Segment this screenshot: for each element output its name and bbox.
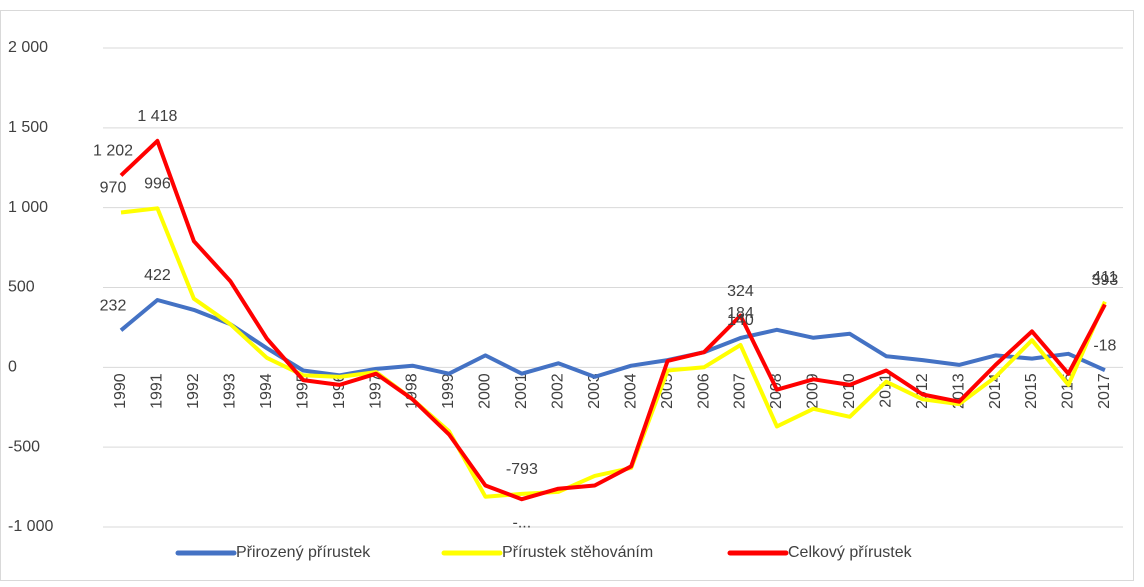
y-tick-label: -1 000 xyxy=(8,518,53,535)
x-tick-label: 2006 xyxy=(695,373,712,409)
x-tick-label: 1994 xyxy=(258,373,275,409)
y-tick-label: 2 000 xyxy=(8,39,48,56)
series-line xyxy=(119,138,1107,502)
legend-label: Přirozený přírustek xyxy=(236,544,371,561)
x-tick-label: 2011 xyxy=(877,373,894,408)
data-label: 140 xyxy=(727,312,754,329)
data-label: 411 xyxy=(1092,269,1118,286)
data-label: 970 xyxy=(100,180,127,197)
x-tick-label: 2017 xyxy=(1096,373,1113,409)
x-tick-label: 2015 xyxy=(1023,373,1040,409)
x-tick-label: 2007 xyxy=(732,373,749,409)
data-label: 232 xyxy=(100,298,127,315)
x-tick-label: 1993 xyxy=(222,373,239,409)
data-label: 324 xyxy=(727,283,754,300)
data-label: 422 xyxy=(144,267,171,284)
chart-frame xyxy=(0,10,1134,581)
x-tick-label: 2001 xyxy=(513,373,530,409)
series-line xyxy=(120,206,1107,499)
data-label: -... xyxy=(513,514,532,531)
x-tick-label: 1991 xyxy=(149,373,166,409)
x-tick-label: 1997 xyxy=(367,373,384,409)
legend-label: Celkový přírustek xyxy=(788,544,913,561)
x-tick-label: 1990 xyxy=(112,373,129,409)
y-tick-label: 0 xyxy=(8,359,17,376)
data-label: -793 xyxy=(506,461,538,478)
x-tick-label: 1998 xyxy=(404,373,421,409)
data-label: 1 418 xyxy=(137,108,177,125)
data-label: 184 xyxy=(727,305,754,322)
x-tick-label: 1992 xyxy=(185,373,202,409)
x-tick-label: 1999 xyxy=(440,373,457,409)
data-label: 1 202 xyxy=(93,143,133,160)
y-tick-label: 500 xyxy=(8,279,35,296)
data-label: -18 xyxy=(1093,337,1116,354)
x-tick-label: 2003 xyxy=(586,373,603,409)
x-tick-label: 2004 xyxy=(622,373,639,409)
y-tick-label: -500 xyxy=(8,438,40,455)
y-tick-label: 1 000 xyxy=(8,199,48,216)
x-tick-label: 2002 xyxy=(549,373,566,409)
x-tick-label: 2010 xyxy=(841,373,858,409)
x-tick-label: 2000 xyxy=(477,373,494,409)
y-tick-label: 1 500 xyxy=(8,119,48,136)
legend-label: Přírustek stěhováním xyxy=(502,544,653,561)
data-label: 996 xyxy=(144,176,171,193)
data-label: 393 xyxy=(1092,272,1119,289)
